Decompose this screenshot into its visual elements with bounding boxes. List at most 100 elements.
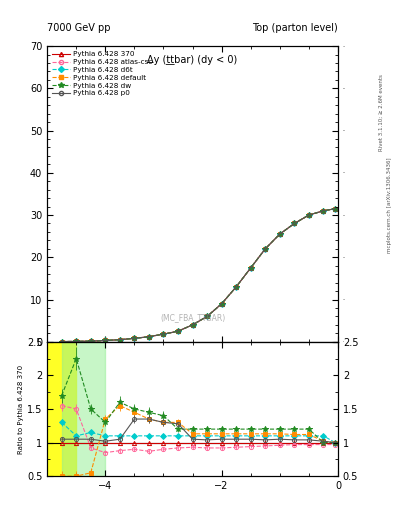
Pythia 6.428 370 xyxy=(263,246,268,252)
Pythia 6.428 atlas-csc xyxy=(161,331,166,337)
Pythia 6.428 atlas-csc xyxy=(321,208,326,214)
Line: Pythia 6.428 atlas-csc: Pythia 6.428 atlas-csc xyxy=(60,207,337,344)
Pythia 6.428 default xyxy=(74,338,79,345)
Pythia 6.428 default xyxy=(190,322,195,328)
Pythia 6.428 370 xyxy=(333,206,338,212)
Pythia 6.428 d6t xyxy=(88,338,93,344)
Pythia 6.428 atlas-csc xyxy=(205,313,209,319)
Pythia 6.428 p0 xyxy=(248,265,253,271)
Pythia 6.428 default xyxy=(263,246,268,252)
Legend: Pythia 6.428 370, Pythia 6.428 atlas-csc, Pythia 6.428 d6t, Pythia 6.428 default: Pythia 6.428 370, Pythia 6.428 atlas-csc… xyxy=(51,50,154,98)
Pythia 6.428 p0 xyxy=(219,301,224,307)
Pythia 6.428 d6t xyxy=(292,220,297,226)
Pythia 6.428 d6t xyxy=(74,338,79,345)
Pythia 6.428 370 xyxy=(147,334,151,340)
Pythia 6.428 dw xyxy=(234,284,239,290)
Pythia 6.428 default xyxy=(59,338,64,345)
Pythia 6.428 atlas-csc xyxy=(176,328,180,334)
Pythia 6.428 dw xyxy=(147,334,151,340)
Pythia 6.428 atlas-csc xyxy=(307,212,311,218)
Pythia 6.428 atlas-csc xyxy=(263,246,268,252)
Pythia 6.428 370 xyxy=(321,208,326,214)
Pythia 6.428 370 xyxy=(74,338,79,345)
Pythia 6.428 370 xyxy=(176,328,180,334)
Pythia 6.428 p0 xyxy=(74,338,79,345)
Pythia 6.428 atlas-csc xyxy=(103,337,108,344)
Pythia 6.428 dw xyxy=(263,246,268,252)
Pythia 6.428 default xyxy=(103,337,108,344)
Pythia 6.428 dw xyxy=(277,231,282,237)
Pythia 6.428 370 xyxy=(59,338,64,345)
Pythia 6.428 d6t xyxy=(333,206,338,212)
Pythia 6.428 p0 xyxy=(176,328,180,334)
Pythia 6.428 370 xyxy=(88,338,93,344)
Pythia 6.428 d6t xyxy=(307,212,311,218)
Pythia 6.428 d6t xyxy=(234,284,239,290)
Pythia 6.428 dw xyxy=(307,212,311,218)
Pythia 6.428 p0 xyxy=(205,313,209,319)
Pythia 6.428 p0 xyxy=(59,338,64,345)
Pythia 6.428 dw xyxy=(132,335,137,342)
Line: Pythia 6.428 d6t: Pythia 6.428 d6t xyxy=(60,207,337,344)
Pythia 6.428 dw xyxy=(205,313,209,319)
Pythia 6.428 p0 xyxy=(333,206,338,212)
Pythia 6.428 default xyxy=(88,338,93,344)
Pythia 6.428 default xyxy=(176,328,180,334)
Y-axis label: Ratio to Pythia 6.428 370: Ratio to Pythia 6.428 370 xyxy=(18,365,24,454)
Pythia 6.428 p0 xyxy=(321,208,326,214)
Pythia 6.428 atlas-csc xyxy=(118,336,122,343)
Pythia 6.428 dw xyxy=(59,338,64,345)
Pythia 6.428 370 xyxy=(292,220,297,226)
Pythia 6.428 atlas-csc xyxy=(88,338,93,344)
Pythia 6.428 dw xyxy=(190,322,195,328)
Pythia 6.428 atlas-csc xyxy=(292,220,297,226)
Text: Rivet 3.1.10; ≥ 2.6M events: Rivet 3.1.10; ≥ 2.6M events xyxy=(379,74,384,151)
Pythia 6.428 370 xyxy=(190,322,195,328)
Pythia 6.428 dw xyxy=(248,265,253,271)
Pythia 6.428 default xyxy=(161,331,166,337)
Bar xyxy=(62,342,105,476)
Pythia 6.428 default xyxy=(307,212,311,218)
Pythia 6.428 default xyxy=(292,220,297,226)
Pythia 6.428 atlas-csc xyxy=(219,301,224,307)
Pythia 6.428 370 xyxy=(132,335,137,342)
Pythia 6.428 default xyxy=(277,231,282,237)
Pythia 6.428 d6t xyxy=(321,208,326,214)
Pythia 6.428 atlas-csc xyxy=(74,338,79,345)
Pythia 6.428 d6t xyxy=(277,231,282,237)
Line: Pythia 6.428 p0: Pythia 6.428 p0 xyxy=(60,207,337,344)
Pythia 6.428 p0 xyxy=(147,334,151,340)
Pythia 6.428 dw xyxy=(88,338,93,344)
Pythia 6.428 p0 xyxy=(277,231,282,237)
Pythia 6.428 p0 xyxy=(307,212,311,218)
Pythia 6.428 dw xyxy=(333,206,338,212)
Pythia 6.428 d6t xyxy=(103,337,108,344)
Text: Top (parton level): Top (parton level) xyxy=(252,23,338,33)
Pythia 6.428 p0 xyxy=(132,335,137,342)
Pythia 6.428 370 xyxy=(307,212,311,218)
Bar xyxy=(47,342,76,476)
Text: (MC_FBA_TTBAR): (MC_FBA_TTBAR) xyxy=(160,314,225,323)
Pythia 6.428 default xyxy=(147,334,151,340)
Pythia 6.428 d6t xyxy=(219,301,224,307)
Pythia 6.428 p0 xyxy=(103,337,108,344)
Pythia 6.428 370 xyxy=(234,284,239,290)
Pythia 6.428 d6t xyxy=(205,313,209,319)
Pythia 6.428 370 xyxy=(205,313,209,319)
Pythia 6.428 d6t xyxy=(263,246,268,252)
Pythia 6.428 default xyxy=(205,313,209,319)
Pythia 6.428 d6t xyxy=(176,328,180,334)
Pythia 6.428 p0 xyxy=(161,331,166,337)
Pythia 6.428 p0 xyxy=(292,220,297,226)
Pythia 6.428 default xyxy=(321,208,326,214)
Pythia 6.428 dw xyxy=(161,331,166,337)
Pythia 6.428 d6t xyxy=(161,331,166,337)
Pythia 6.428 p0 xyxy=(88,338,93,344)
Pythia 6.428 p0 xyxy=(190,322,195,328)
Pythia 6.428 atlas-csc xyxy=(234,284,239,290)
Pythia 6.428 d6t xyxy=(118,336,122,343)
Pythia 6.428 atlas-csc xyxy=(190,322,195,328)
Pythia 6.428 atlas-csc xyxy=(248,265,253,271)
Pythia 6.428 d6t xyxy=(190,322,195,328)
Pythia 6.428 default xyxy=(234,284,239,290)
